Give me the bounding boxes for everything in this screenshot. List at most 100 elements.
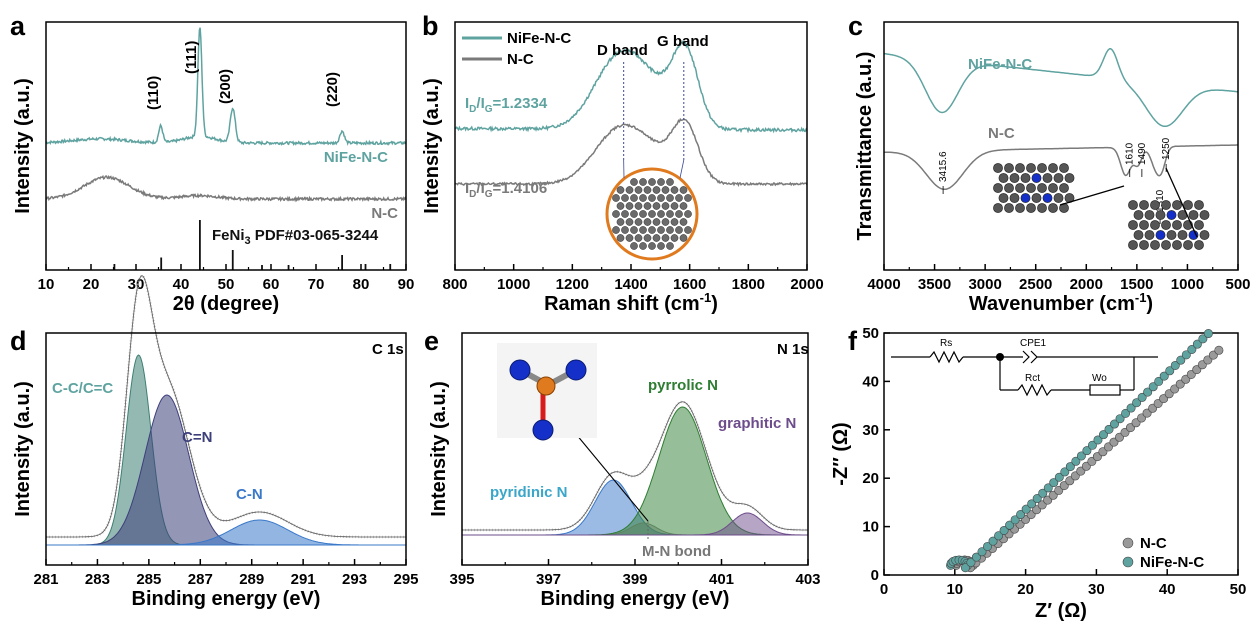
panel-e-y-axis-title: Intensity (a.u.) [428, 381, 450, 517]
series-nife-n-c-line [45, 27, 407, 146]
panel-b-tick-label: 1200 [556, 276, 589, 293]
graphene-atom [675, 226, 683, 234]
graphene-atom [625, 218, 634, 226]
panel-f-tick-label: 50 [1230, 581, 1247, 598]
pyridinic-lattice-atom [1048, 203, 1058, 213]
circuit-label-rct: Rct [1025, 373, 1040, 384]
ratio-nife-n-c: ID/IG=1.2334 [465, 95, 548, 115]
graphitic-lattice-atom [1155, 210, 1166, 220]
series-nife-n-c-point [1115, 414, 1125, 424]
legend-nife-n-c: NiFe-N-C [324, 149, 388, 166]
series-nife-n-c-point [994, 531, 1004, 541]
series-nife-n-c-point [1010, 515, 1020, 525]
panel-d-tick-label: 287 [188, 571, 213, 588]
pyridinic-lattice-atom [993, 183, 1003, 193]
pyridinic-lattice-atom [998, 173, 1009, 183]
series-nife-n-c-point [1121, 408, 1131, 418]
panel-f-y-axis-title: -Z″ (Ω) [830, 422, 852, 485]
graphitic-lattice-atom [1172, 240, 1182, 250]
panel-f-tick-label: 30 [1088, 581, 1105, 598]
panel-d-tick-label: 281 [33, 571, 58, 588]
graphene-atom [657, 210, 665, 218]
graphene-atom [639, 210, 647, 218]
graphene-atom [621, 210, 629, 218]
pyridinic-lattice-atom [1004, 163, 1014, 173]
pyridinic-lattice-atom [1009, 193, 1020, 203]
fit-envelope [46, 275, 406, 538]
series-nife-n-c-point [1076, 451, 1086, 461]
series-nife-n-c-point [1159, 371, 1169, 381]
series-nife-n-c-point [1082, 446, 1092, 456]
panel-e-tick-label: 395 [449, 571, 474, 588]
graphitic-lattice-atom [1150, 240, 1160, 250]
panel-a-tick-label: 70 [308, 276, 325, 293]
graphitic-lattice-atom [1172, 220, 1182, 230]
pyridinic-lattice-atom [1064, 173, 1075, 183]
series-nife-n-c-point [1098, 430, 1108, 440]
graphene-atom [661, 186, 670, 194]
graphene-atom [684, 210, 692, 218]
series-nife-n-c-point [1143, 387, 1153, 397]
panel-c-tick-label: 500 [1225, 276, 1250, 293]
reference-label: FeNi3 PDF#03-065-3244 [212, 227, 379, 247]
pyridinic-lattice-atom [1048, 183, 1058, 193]
equivalent-circuit [891, 350, 1158, 397]
graphene-atom [670, 234, 679, 242]
panel-d-title: C 1s [372, 341, 404, 358]
graphene-atom [643, 186, 652, 194]
graphene-atom [639, 242, 647, 250]
graphene-atom [684, 194, 692, 202]
panel-c-y-axis-title: Transmittance (a.u.) [854, 52, 876, 241]
series-nife-n-c-point [1065, 462, 1075, 472]
series-nife-n-c-point [1154, 376, 1164, 386]
peak-label: 3415.6 [938, 151, 949, 182]
graphene-atom [630, 242, 638, 250]
series-nife-n-c-point [1032, 494, 1042, 504]
panel-f-tick-label: 40 [862, 373, 879, 390]
panel-d-tick-label: 293 [342, 571, 367, 588]
panel-f-tick-label: 10 [862, 519, 879, 536]
series-nife-n-c-point [999, 525, 1009, 535]
graphitic-lattice-atom [1199, 230, 1210, 240]
panel-e-x-axis-title: Binding energy (eV) [541, 588, 730, 610]
series-nife-n-c-point [1021, 504, 1031, 514]
graphene-atom [666, 242, 674, 250]
graphitic-lattice-atom [1128, 220, 1138, 230]
pyridinic-lattice-atom [1009, 173, 1020, 183]
peak-label: 1250 [1161, 137, 1172, 160]
panel-c-tick-label: 1500 [1120, 276, 1153, 293]
graphitic-lattice-atom [1128, 240, 1138, 250]
ratio-n-c: ID/IG=1.4106 [465, 180, 547, 200]
peak-label: (200) [217, 69, 234, 104]
graphene-atom [634, 218, 643, 226]
series-nife-n-c-point [1170, 360, 1180, 370]
pyridinic-lattice-atom [1026, 163, 1036, 173]
panel-b-letter: b [422, 11, 439, 41]
graphene-atom [630, 178, 638, 186]
series-nife-n-c-point [1137, 392, 1147, 402]
panel-f-tick-label: 0 [880, 581, 888, 598]
series-nife-n-c-line [454, 40, 808, 134]
panel-f-tick-label: 10 [946, 581, 963, 598]
pyridinic-lattice-atom [1015, 203, 1025, 213]
series-n-c-line [45, 174, 407, 203]
panel-e-letter: e [424, 326, 439, 356]
graphitic-lattice-atom [1183, 240, 1193, 250]
pyridinic-lattice-atom [1037, 203, 1047, 213]
legend-swatch-n-c [1122, 537, 1134, 549]
series-nife-n-c-point [1093, 435, 1103, 445]
graphitic-lattice-atom [1194, 240, 1204, 250]
annotation-arrow [1165, 167, 1198, 238]
graphitic-lattice-atom [1166, 210, 1177, 220]
panel-a-tick-label: 10 [38, 276, 55, 293]
peak-label: 1490 [1137, 142, 1148, 165]
graphene-atom [657, 178, 665, 186]
panel-d-tick-label: 285 [136, 571, 161, 588]
series-nife-n-c-point [1198, 334, 1208, 344]
graphene-atom [657, 242, 665, 250]
graphene-atom [661, 218, 670, 226]
series-nife-n-c-point [1181, 350, 1191, 360]
panel-b-tick-label: 800 [442, 276, 467, 293]
graphitic-lattice-atom [1150, 200, 1160, 210]
